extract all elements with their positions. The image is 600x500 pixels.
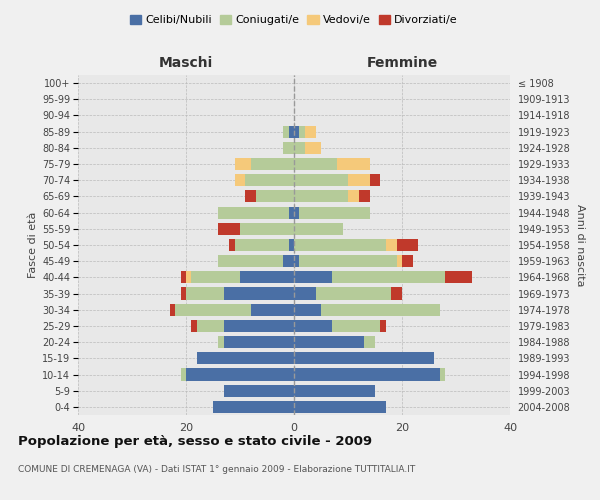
Bar: [305, 142, 321, 154]
Bar: [240, 222, 294, 235]
Text: Popolazione per età, sesso e stato civile - 2009: Popolazione per età, sesso e stato civil…: [18, 435, 372, 448]
Bar: [213, 401, 294, 413]
Bar: [294, 352, 434, 364]
Bar: [229, 239, 235, 251]
Y-axis label: Anni di nascita: Anni di nascita: [575, 204, 584, 286]
Bar: [294, 174, 348, 186]
Bar: [170, 304, 175, 316]
Bar: [294, 206, 299, 218]
Bar: [218, 206, 289, 218]
Bar: [294, 368, 440, 380]
Bar: [294, 384, 375, 397]
Bar: [197, 352, 294, 364]
Bar: [235, 174, 245, 186]
Bar: [397, 239, 418, 251]
Bar: [224, 320, 294, 332]
Bar: [440, 368, 445, 380]
Bar: [397, 255, 402, 268]
Bar: [191, 320, 197, 332]
Bar: [235, 158, 251, 170]
Bar: [305, 126, 316, 138]
Bar: [289, 126, 294, 138]
Bar: [245, 190, 256, 202]
Bar: [245, 174, 294, 186]
Bar: [332, 320, 380, 332]
Bar: [181, 368, 186, 380]
Text: Femmine: Femmine: [367, 56, 437, 70]
Bar: [294, 401, 386, 413]
Bar: [294, 304, 321, 316]
Bar: [181, 272, 186, 283]
Bar: [299, 255, 397, 268]
Bar: [391, 288, 402, 300]
Bar: [224, 384, 294, 397]
Bar: [380, 320, 386, 332]
Bar: [386, 239, 397, 251]
Bar: [181, 288, 186, 300]
Bar: [186, 272, 191, 283]
Bar: [218, 222, 240, 235]
Bar: [256, 190, 294, 202]
Bar: [186, 368, 294, 380]
Bar: [235, 239, 289, 251]
Bar: [348, 174, 370, 186]
Bar: [294, 239, 386, 251]
Bar: [445, 272, 472, 283]
Bar: [402, 255, 413, 268]
Bar: [294, 142, 305, 154]
Bar: [359, 190, 370, 202]
Bar: [251, 158, 294, 170]
Bar: [294, 126, 299, 138]
Bar: [218, 255, 283, 268]
Bar: [224, 336, 294, 348]
Bar: [240, 272, 294, 283]
Bar: [294, 336, 364, 348]
Bar: [289, 206, 294, 218]
Bar: [348, 190, 359, 202]
Bar: [218, 336, 224, 348]
Bar: [283, 142, 294, 154]
Bar: [294, 272, 332, 283]
Bar: [294, 255, 299, 268]
Bar: [283, 126, 289, 138]
Bar: [299, 126, 305, 138]
Bar: [316, 288, 391, 300]
Bar: [224, 288, 294, 300]
Bar: [283, 255, 294, 268]
Text: Maschi: Maschi: [159, 56, 213, 70]
Bar: [337, 158, 370, 170]
Bar: [294, 320, 332, 332]
Bar: [294, 158, 337, 170]
Y-axis label: Fasce di età: Fasce di età: [28, 212, 38, 278]
Bar: [191, 272, 240, 283]
Text: COMUNE DI CREMENAGA (VA) - Dati ISTAT 1° gennaio 2009 - Elaborazione TUTTITALIA.: COMUNE DI CREMENAGA (VA) - Dati ISTAT 1°…: [18, 465, 415, 474]
Bar: [294, 288, 316, 300]
Bar: [186, 288, 224, 300]
Bar: [294, 190, 348, 202]
Bar: [251, 304, 294, 316]
Bar: [321, 304, 440, 316]
Bar: [197, 320, 224, 332]
Bar: [175, 304, 251, 316]
Bar: [332, 272, 445, 283]
Bar: [370, 174, 380, 186]
Bar: [364, 336, 375, 348]
Bar: [299, 206, 370, 218]
Bar: [294, 222, 343, 235]
Bar: [289, 239, 294, 251]
Legend: Celibi/Nubili, Coniugati/e, Vedovi/e, Divorziati/e: Celibi/Nubili, Coniugati/e, Vedovi/e, Di…: [126, 10, 462, 30]
